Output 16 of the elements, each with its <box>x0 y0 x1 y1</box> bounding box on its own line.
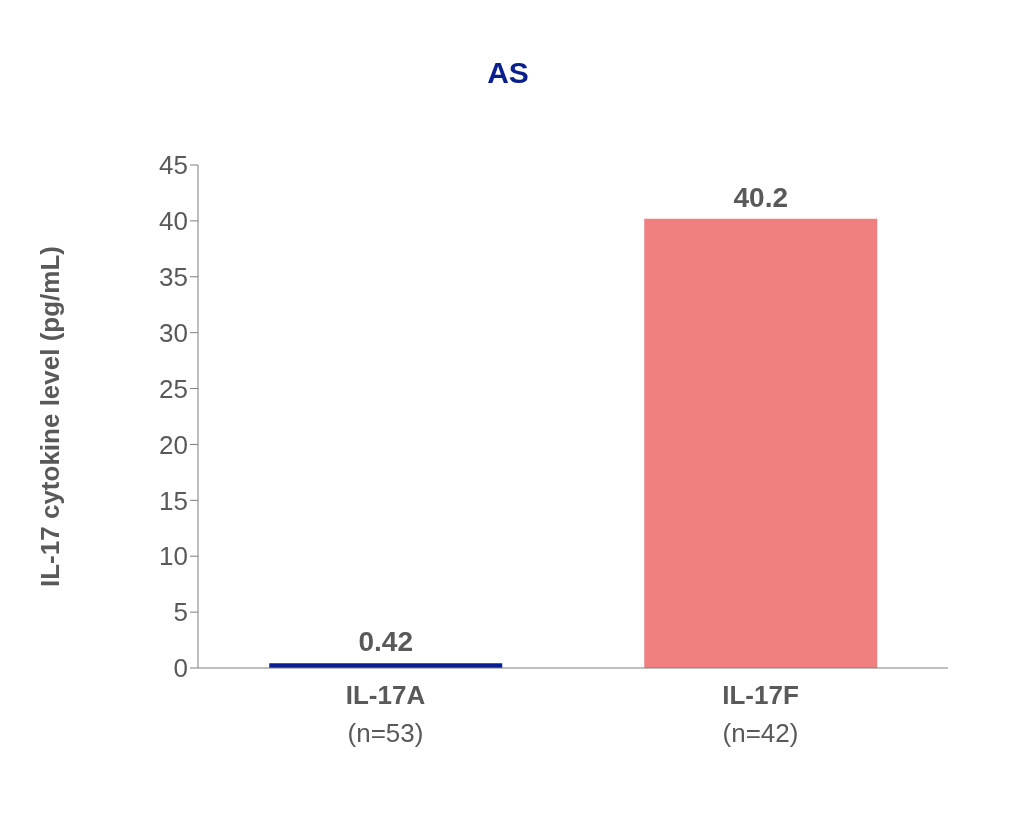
y-tick-label: 0 <box>173 653 188 684</box>
x-tick-label: IL-17F (n=42) <box>722 680 799 748</box>
y-tick-label: 35 <box>159 262 188 293</box>
y-tick-label: 30 <box>159 317 188 348</box>
y-tick-label: 45 <box>159 150 188 181</box>
y-tick-label: 40 <box>159 206 188 237</box>
chart-title: AS <box>486 56 530 90</box>
y-tick-label: 15 <box>159 485 188 516</box>
y-tick-label: 20 <box>159 429 188 460</box>
y-tick-label: 5 <box>173 597 188 628</box>
y-axis-title: IL-17 cytokine level (pg/mL) <box>35 246 66 587</box>
x-tick-label: IL-17A (n=53) <box>345 680 426 748</box>
data-label: 40.2 <box>733 181 788 213</box>
data-label: 0.42 <box>358 626 413 658</box>
y-tick-label: 10 <box>159 541 188 572</box>
y-tick-label: 25 <box>159 373 188 404</box>
